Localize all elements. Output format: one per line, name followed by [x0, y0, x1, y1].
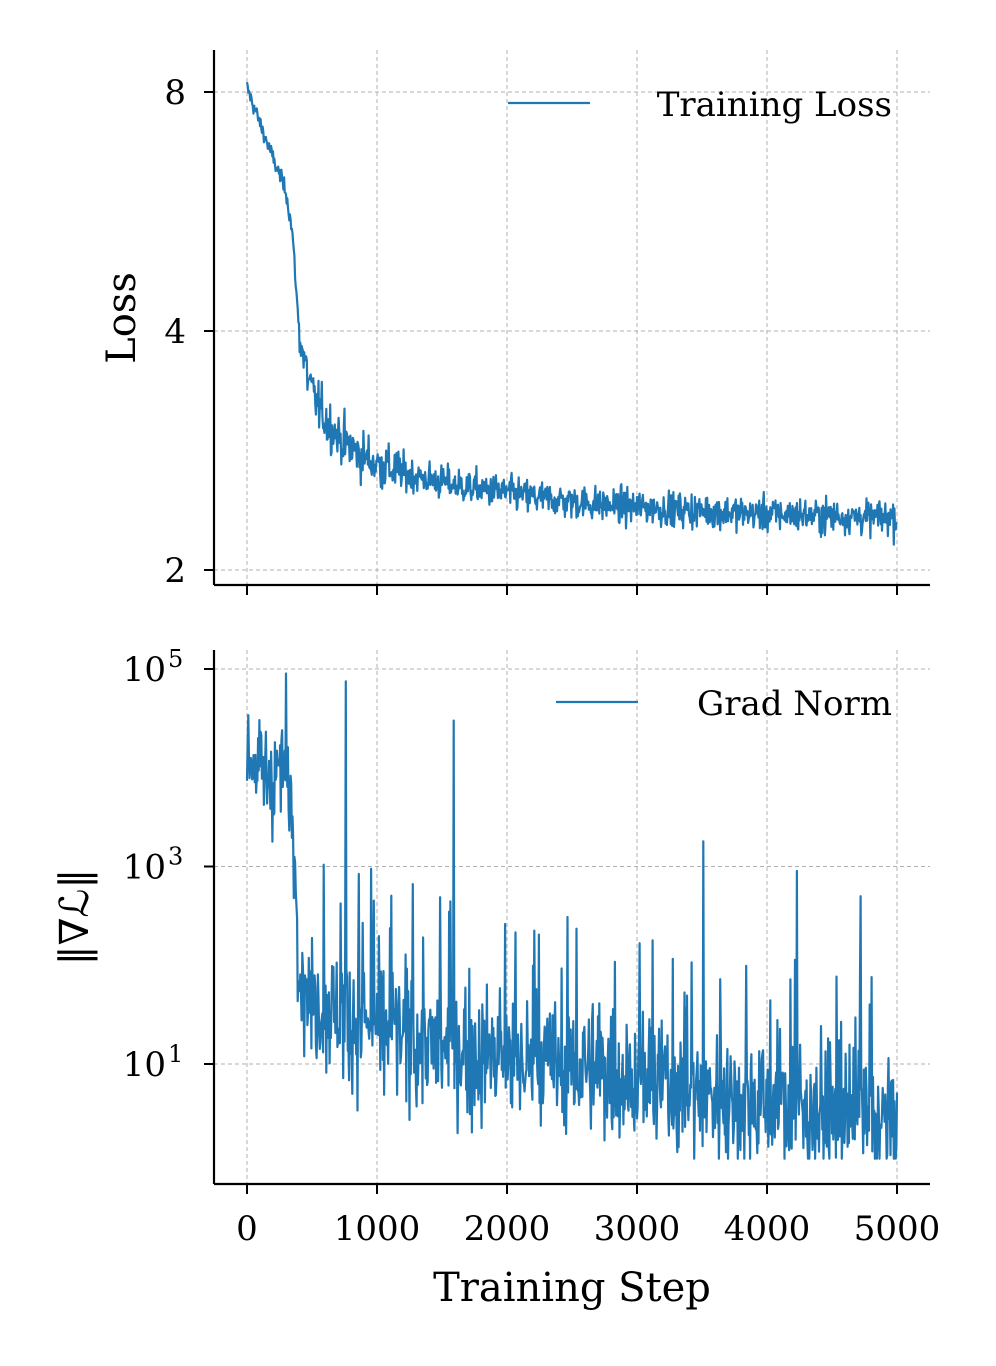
loss-legend: Training Loss — [508, 85, 892, 125]
grad-norm-x-ticks: 0 1000 2000 3000 4000 5000 — [236, 1184, 940, 1249]
x-tick-label: 5000 — [854, 1209, 941, 1249]
x-tick-label: 0 — [236, 1209, 258, 1249]
loss-y-tick-label: 8 — [164, 73, 186, 113]
grad-norm-y-tick-label: 10 — [123, 848, 166, 888]
grad-norm-y-tick-label: 10 — [123, 1045, 166, 1085]
loss-y-ticks: 2 4 8 — [164, 73, 214, 591]
loss-grid — [214, 50, 930, 585]
x-tick-label: 1000 — [334, 1209, 421, 1249]
x-axis-label: Training Step — [433, 1265, 711, 1311]
training-loss-line — [245, 81, 898, 546]
x-tick-label: 2000 — [464, 1209, 551, 1249]
grad-norm-y-tick-exponent: 5 — [168, 645, 183, 673]
x-tick-label: 3000 — [594, 1209, 681, 1249]
grad-norm-y-axis-label: ‖∇ℒ‖ — [52, 869, 98, 966]
loss-y-tick-label: 2 — [164, 551, 186, 591]
loss-panel: 2 4 8 Loss Training Loss — [99, 50, 930, 595]
grad-norm-legend: Grad Norm — [556, 684, 892, 724]
grad-norm-legend-label: Grad Norm — [697, 684, 892, 724]
loss-legend-label: Training Loss — [657, 85, 892, 125]
grad-norm-y-tick-exponent: 1 — [168, 1040, 183, 1068]
x-tick-label: 4000 — [724, 1209, 811, 1249]
loss-x-ticks — [246, 585, 898, 595]
grad-norm-y-tick-exponent: 3 — [168, 843, 183, 871]
grad-norm-y-tick-label: 10 — [123, 650, 166, 690]
loss-line-group — [245, 81, 898, 546]
loss-y-axis-label: Loss — [99, 272, 145, 364]
grad-norm-line-group — [245, 672, 899, 1160]
grad-norm-line — [245, 672, 899, 1160]
loss-y-tick-label: 4 — [164, 312, 186, 352]
